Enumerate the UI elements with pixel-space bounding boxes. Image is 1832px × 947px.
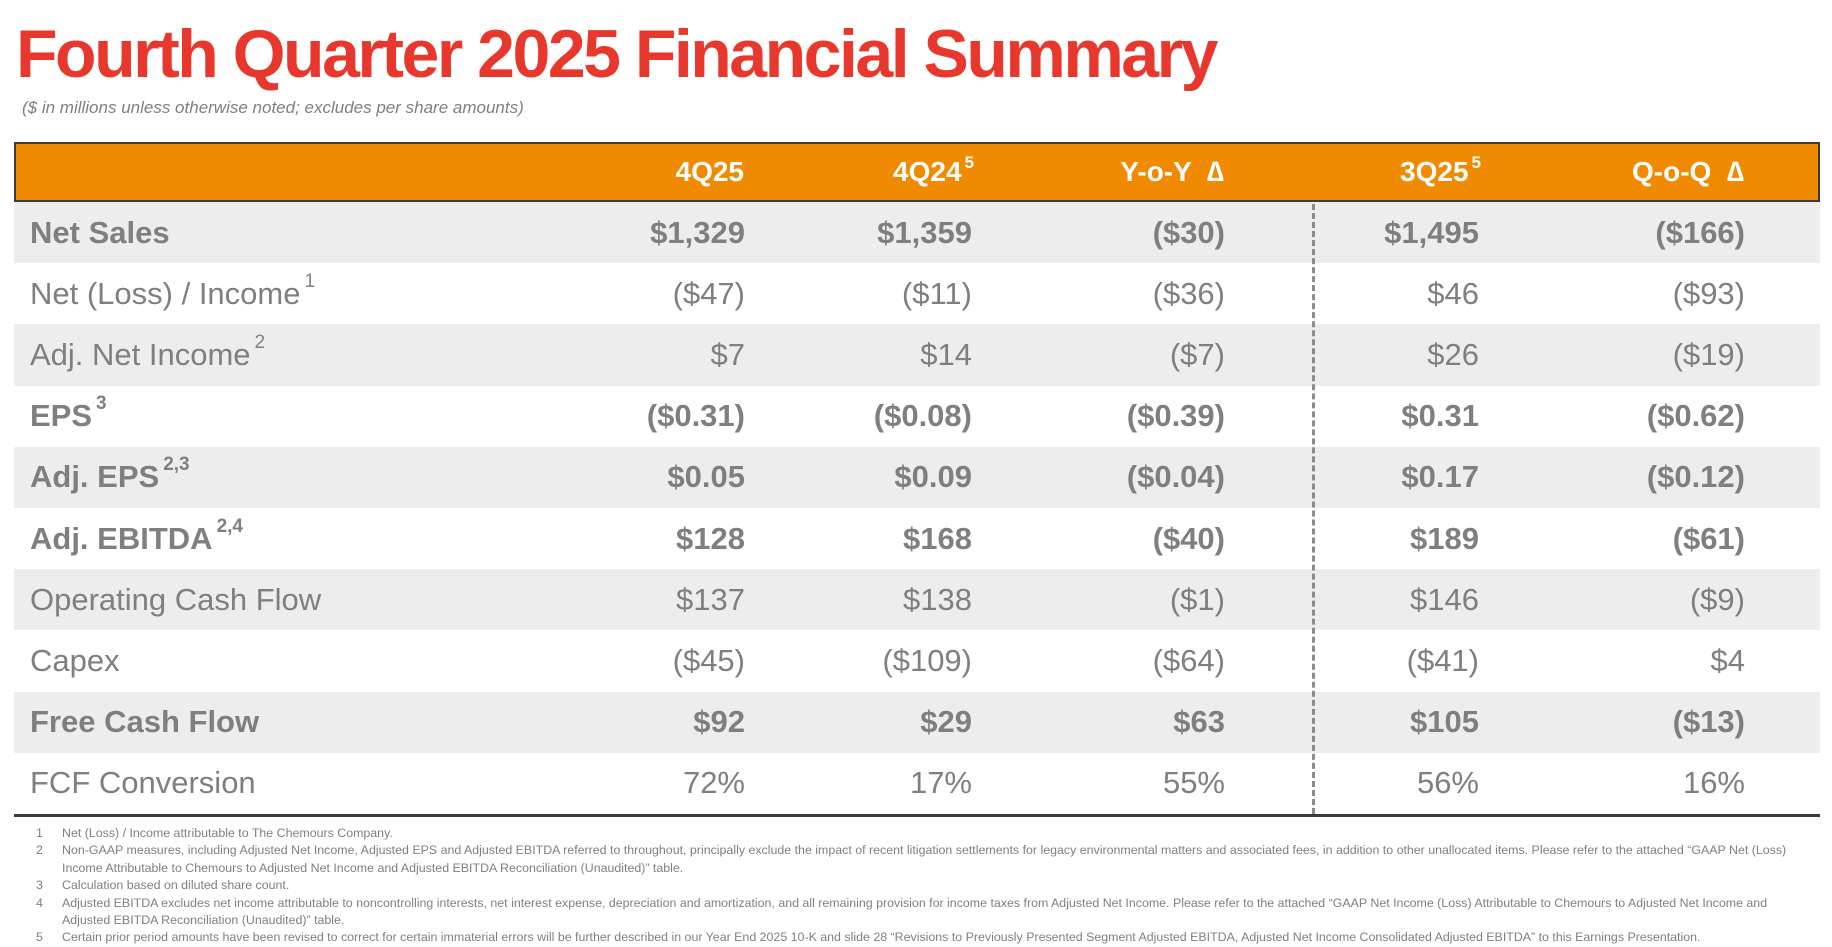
cell-yoy-delta: ($64) (1152, 642, 1225, 678)
table-bottom-rule (14, 814, 1820, 817)
cell-4q25: ($47) (672, 275, 745, 311)
footnote-text: Adjusted EBITDA excludes net income attr… (62, 895, 1768, 928)
row-label: Net (Loss) / Income 1 (30, 270, 316, 311)
footnote-text: Net (Loss) / Income attributable to The … (62, 826, 393, 840)
cell-qoq-delta: ($93) (1672, 275, 1745, 311)
footnote-number: 5 (36, 930, 43, 945)
footnote-number: 1 (36, 826, 43, 840)
footnote-number: 3 (36, 878, 43, 893)
footnote: 5 Certain prior period amounts have been … (36, 929, 1816, 946)
cell-3q25: $0.31 (1401, 398, 1479, 434)
cell-qoq-delta: ($19) (1672, 336, 1745, 372)
column-divider-dashed (1312, 204, 1315, 814)
table-row: Adj. Net Income 2 $7 $14 ($7) $26 ($19) (14, 324, 1820, 386)
table-row: Adj. EBITDA 2,4 $128 $168 ($40) $189 ($61) (14, 508, 1820, 569)
row-label: FCF Conversion (30, 765, 256, 801)
table-header: 4Q25 4Q24 5 Y-o-Y ∆ 3Q25 5 Q-o-Q ∆ (14, 142, 1820, 202)
page-subtitle: ($ in millions unless otherwise noted; e… (22, 98, 524, 117)
table-row: Net Sales $1,329 $1,359 ($30) $1,495 ($166) (14, 202, 1820, 264)
cell-3q25: $189 (1410, 520, 1479, 556)
cell-qoq-delta: ($13) (1672, 704, 1745, 740)
cell-4q25: $0.05 (667, 459, 745, 495)
cell-4q25: ($45) (672, 642, 745, 678)
cell-4q24: 17% (909, 765, 972, 801)
row-label: Adj. EBITDA 2,4 (30, 515, 243, 556)
cell-yoy-delta: $63 (1173, 704, 1225, 740)
cell-3q25: $0.17 (1401, 459, 1479, 495)
row-label: Adj. Net Income 2 (30, 331, 266, 372)
header-4q25: 4Q25 (675, 156, 745, 187)
cell-qoq-delta: ($166) (1655, 214, 1745, 250)
table-row: FCF Conversion 72% 17% 55% 56% 16% (14, 753, 1820, 814)
table-row: Adj. EPS 2,3 $0.05 $0.09 ($0.04) $0.17 ($0.12) (14, 446, 1820, 508)
cell-yoy-delta: ($36) (1152, 275, 1225, 311)
cell-4q24: $168 (903, 520, 972, 556)
cell-qoq-delta: ($61) (1672, 520, 1745, 556)
cell-4q24: $138 (903, 581, 972, 617)
footnote-text: Calculation based on diluted share count… (62, 878, 290, 893)
cell-3q25: $1,495 (1384, 214, 1479, 250)
row-label: Adj. EPS 2,3 (30, 454, 190, 495)
cell-4q24: $14 (920, 336, 972, 372)
row-label: Capex (30, 642, 120, 678)
cell-3q25: $146 (1410, 581, 1479, 617)
cell-yoy-delta: ($7) (1169, 336, 1225, 372)
cell-3q25: $105 (1410, 704, 1479, 740)
footnote-number: 4 (36, 895, 43, 910)
row-label: Operating Cash Flow (30, 581, 322, 617)
cell-yoy-delta: ($30) (1152, 214, 1225, 250)
cell-4q25: $137 (676, 581, 745, 617)
cell-qoq-delta: 16% (1682, 765, 1745, 801)
cell-4q25: 72% (682, 765, 745, 801)
header-4q24: 4Q24 5 (893, 153, 974, 187)
table-row: EPS 3 ($0.31) ($0.08) ($0.39) $0.31 ($0.62) (14, 386, 1820, 447)
cell-3q25: ($41) (1406, 642, 1479, 678)
row-label: Net Sales (30, 214, 170, 250)
financial-summary-table: 4Q25 4Q24 5 Y-o-Y ∆ 3Q25 5 Q-o-Q ∆ Net Sal… (14, 142, 1820, 814)
table-row: Net (Loss) / Income 1 ($47) ($11) ($36) $46 ($… (14, 263, 1820, 324)
cell-4q25: $92 (693, 704, 745, 740)
cell-3q25: $26 (1427, 336, 1479, 372)
header-3q25: 3Q25 5 (1400, 153, 1481, 187)
footnote: 3 Calculation based on diluted share coun… (36, 877, 1816, 894)
cell-qoq-delta: ($9) (1689, 581, 1745, 617)
cell-4q25: $128 (676, 520, 745, 556)
cell-4q25: $7 (710, 336, 745, 372)
row-label: Free Cash Flow (30, 704, 260, 740)
cell-4q24: ($0.08) (873, 398, 972, 434)
cell-yoy-delta: ($0.04) (1126, 459, 1225, 495)
cell-3q25: 56% (1416, 765, 1479, 801)
cell-qoq-delta: $4 (1710, 642, 1745, 678)
table-row: Free Cash Flow $92 $29 $63 $105 ($13) (14, 691, 1820, 753)
cell-4q24: $29 (920, 704, 972, 740)
table-row: Capex ($45) ($109) ($64) ($41) $4 (14, 630, 1820, 691)
cell-yoy-delta: ($0.39) (1126, 398, 1225, 434)
cell-4q24: $1,359 (877, 214, 972, 250)
footnote: 2 Non-GAAP measures, including Adjusted N… (36, 842, 1816, 877)
footnote-text: Certain prior period amounts have been r… (62, 930, 1701, 945)
cell-4q24: ($109) (882, 642, 972, 678)
cell-3q25: $46 (1427, 275, 1479, 311)
table-row: Operating Cash Flow $137 $138 ($1) $146 ($9) (14, 569, 1820, 631)
footnote: 4 Adjusted EBITDA excludes net income att… (36, 895, 1816, 930)
table-body: Net Sales $1,329 $1,359 ($30) $1,495 ($166) Ne… (14, 202, 1820, 814)
row-label: EPS 3 (30, 393, 107, 434)
cell-qoq-delta: ($0.12) (1646, 459, 1745, 495)
cell-4q25: $1,329 (650, 214, 745, 250)
cell-yoy-delta: 55% (1162, 765, 1225, 801)
footnote-number: 2 (36, 843, 43, 858)
cell-4q25: ($0.31) (646, 398, 745, 434)
cell-yoy-delta: ($40) (1152, 520, 1225, 556)
footnotes: 1 Net (Loss) / Income attributable to The… (36, 825, 1816, 947)
footnote-text: Non-GAAP measures, including Adjusted Ne… (62, 843, 1787, 875)
footnote: 1 Net (Loss) / Income attributable to The… (36, 825, 1816, 842)
page-title: Fourth Quarter 2025 Financial Summary (16, 16, 1218, 92)
cell-4q24: ($11) (901, 275, 972, 311)
cell-yoy-delta: ($1) (1169, 581, 1225, 617)
cell-qoq-delta: ($0.62) (1646, 398, 1745, 434)
cell-4q24: $0.09 (894, 459, 972, 495)
header-qoq-delta: Q-o-Q ∆ (1632, 156, 1744, 187)
header-yoy-delta: Y-o-Y ∆ (1120, 156, 1224, 187)
